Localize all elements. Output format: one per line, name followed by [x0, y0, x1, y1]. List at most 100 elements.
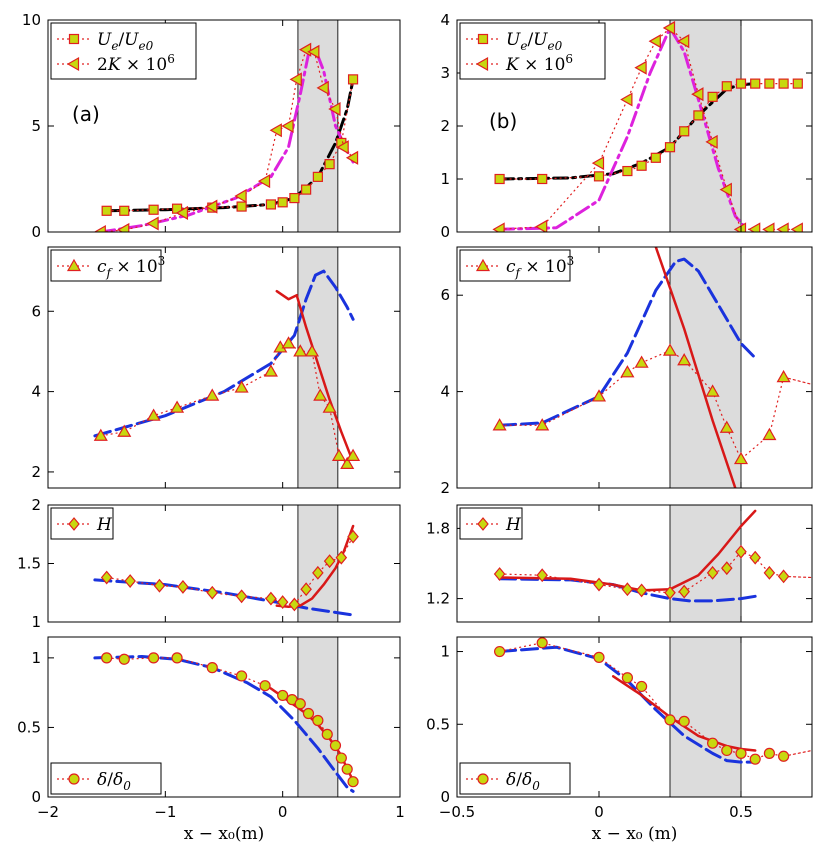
chart-panel: 00.51−0.5 0 0.5x − x₀ (m)δ/δ0 — [426, 636, 813, 844]
data-point — [777, 569, 790, 584]
data-point — [621, 672, 634, 684]
legend-marker — [477, 773, 489, 785]
shaded-region — [670, 637, 741, 797]
data-point — [300, 582, 312, 597]
series-line — [498, 26, 749, 231]
data-point — [622, 165, 633, 177]
data-point — [535, 418, 550, 431]
data-point — [119, 205, 130, 216]
legend-box — [50, 22, 197, 80]
data-point — [494, 645, 506, 658]
legend-label: Ue/Ue0 — [506, 30, 563, 53]
data-point — [340, 456, 355, 469]
data-point — [493, 567, 506, 581]
ytick-label: 0 — [440, 223, 450, 241]
data-point — [778, 78, 789, 89]
legend: cf × 103 — [50, 249, 165, 282]
data-point — [101, 652, 113, 664]
data-point — [691, 87, 704, 102]
data-point — [269, 123, 282, 138]
ytick-label: 1 — [440, 643, 450, 661]
legend-marker — [475, 258, 491, 272]
xtick-label: −1 — [154, 803, 176, 821]
data-point — [259, 680, 271, 692]
data-point — [234, 188, 247, 203]
panel-label-a: (a) — [72, 102, 100, 126]
xtick-label: −0.5 — [439, 803, 475, 821]
data-point — [302, 707, 315, 720]
legend-label: H — [505, 515, 522, 535]
plot-area — [457, 247, 812, 488]
data-point — [100, 570, 113, 585]
axes-frame — [456, 636, 813, 798]
data-point — [721, 81, 732, 92]
ytick-label: 4 — [31, 383, 41, 401]
chart-panel: 0 0.5 1 −2 −1 0 1 x − x₀(m) δ/δ0 — [17, 636, 405, 844]
legend-label: cf × 103 — [506, 254, 574, 280]
chart-panel: 1 1.5 2 H — [17, 496, 401, 631]
data-point — [118, 653, 130, 665]
chart-panel: 1.2 1.8 H — [426, 504, 813, 623]
data-point — [101, 205, 112, 216]
legend-marker — [68, 773, 80, 785]
data-point — [312, 714, 324, 727]
data-point — [277, 689, 289, 702]
data-point — [705, 134, 718, 149]
legend-box — [50, 249, 162, 282]
data-point — [747, 222, 761, 232]
data-point — [735, 78, 747, 89]
series-group — [93, 524, 359, 617]
data-point — [735, 544, 747, 559]
data-point — [312, 171, 323, 182]
data-point — [676, 34, 690, 49]
data-point — [263, 364, 278, 377]
data-point — [206, 585, 219, 600]
data-point — [281, 336, 296, 349]
ytick-label: 1.2 — [426, 590, 450, 608]
data-point — [307, 44, 320, 59]
legend: H — [459, 507, 523, 540]
data-point — [707, 91, 718, 102]
series-connector — [499, 349, 785, 461]
data-point — [294, 698, 306, 710]
axes-frame — [47, 246, 401, 489]
data-point — [304, 344, 320, 357]
data-point — [341, 763, 353, 775]
data-point — [721, 744, 733, 757]
data-point — [324, 159, 335, 170]
legend: H — [50, 507, 114, 540]
x-axis-label: x − x₀(m) — [184, 824, 264, 844]
data-point — [762, 222, 775, 232]
data-point — [537, 173, 548, 185]
axes-frame — [456, 504, 813, 623]
data-point — [777, 750, 790, 762]
data-point — [336, 140, 349, 155]
data-point — [634, 355, 649, 368]
data-point — [648, 34, 661, 49]
data-point — [205, 199, 218, 214]
data-point — [335, 752, 347, 764]
ytick-label: 2 — [440, 479, 450, 497]
ytick-label: 4 — [440, 11, 450, 29]
data-point — [289, 192, 300, 204]
data-point — [345, 150, 359, 165]
data-point — [721, 561, 733, 576]
legend: δ/δ0 — [459, 762, 571, 795]
legend: cf × 103 — [459, 249, 574, 282]
series-group — [494, 637, 812, 765]
ytick-label: 2 — [31, 463, 41, 481]
data-point — [792, 78, 803, 89]
data-point — [620, 365, 635, 378]
ytick-label: 6 — [440, 286, 450, 304]
data-point — [277, 197, 288, 208]
data-point — [693, 110, 704, 121]
chart-panel: 2 4 6 cf × 103 — [31, 246, 401, 489]
series-group — [493, 509, 812, 603]
legend-box — [459, 249, 571, 282]
xtick-label: −2 — [37, 803, 59, 821]
axes-frame — [456, 246, 813, 489]
data-point — [289, 72, 302, 87]
